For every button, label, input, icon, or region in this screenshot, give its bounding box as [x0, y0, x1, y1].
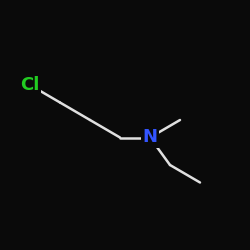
Text: Cl: Cl [20, 76, 40, 94]
Text: N: N [142, 128, 158, 146]
